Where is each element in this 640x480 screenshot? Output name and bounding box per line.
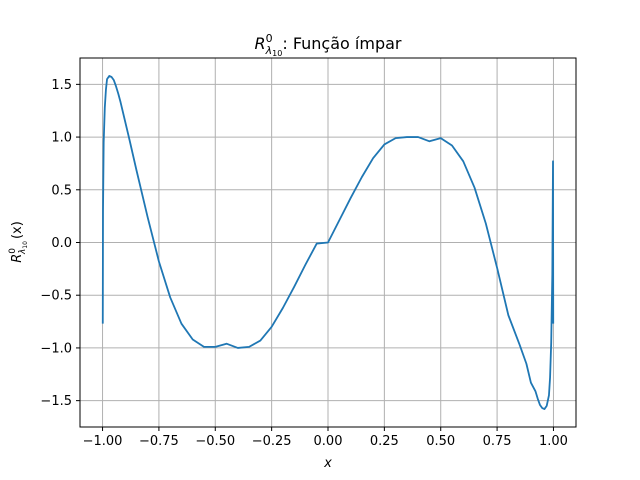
x-tick-label: 1.00 xyxy=(539,434,568,449)
y-tick-label: −1.0 xyxy=(40,341,72,356)
x-tick-label: 0.75 xyxy=(483,434,512,449)
y-tick-label: 1.5 xyxy=(51,78,72,93)
ylabel-subscript: λ xyxy=(18,249,28,255)
x-axis: −1.00 −0.75 −0.50 −0.25 0.00 0.25 0.50 0.75 1.00 xyxy=(83,427,568,449)
chart-title: R0 λ10: Função ímpar xyxy=(255,32,402,58)
title-symbol: R xyxy=(255,34,266,53)
series-curve xyxy=(101,75,555,410)
x-tick-label: −0.25 xyxy=(252,434,292,449)
y-tick-label: −1.5 xyxy=(40,394,72,409)
x-tick-label: −0.75 xyxy=(139,434,179,449)
ylabel-superscript: 0 xyxy=(8,248,18,254)
ylabel-symbol: R xyxy=(10,254,25,263)
y-tick-label: 1.0 xyxy=(51,131,72,146)
y-axis-title: R0λ10 (x) xyxy=(8,221,29,263)
title-superscript: 0 xyxy=(266,32,273,45)
x-tick-label: 0.00 xyxy=(314,434,343,449)
x-tick-label: −0.50 xyxy=(195,434,235,449)
grid xyxy=(80,58,576,427)
x-tick-label: 0.50 xyxy=(426,434,455,449)
title-subscript: λ xyxy=(265,44,273,57)
title-suffix: : Função ímpar xyxy=(282,34,402,53)
x-axis-title: x xyxy=(323,456,332,471)
x-tick-label: 0.25 xyxy=(370,434,399,449)
y-tick-label: −0.5 xyxy=(40,289,72,304)
x-tick-label: −1.00 xyxy=(83,434,123,449)
y-axis: −1.5 −1.0 −0.5 0.0 0.5 1.0 1.5 xyxy=(40,78,80,409)
series-line xyxy=(101,75,555,410)
title-subsubscript: 10 xyxy=(272,49,282,58)
ylabel-argument: (x) xyxy=(10,221,25,239)
ylabel-subsubscript: 10 xyxy=(22,241,29,249)
y-tick-label: 0.0 xyxy=(51,236,72,251)
y-tick-label: 0.5 xyxy=(51,183,72,198)
